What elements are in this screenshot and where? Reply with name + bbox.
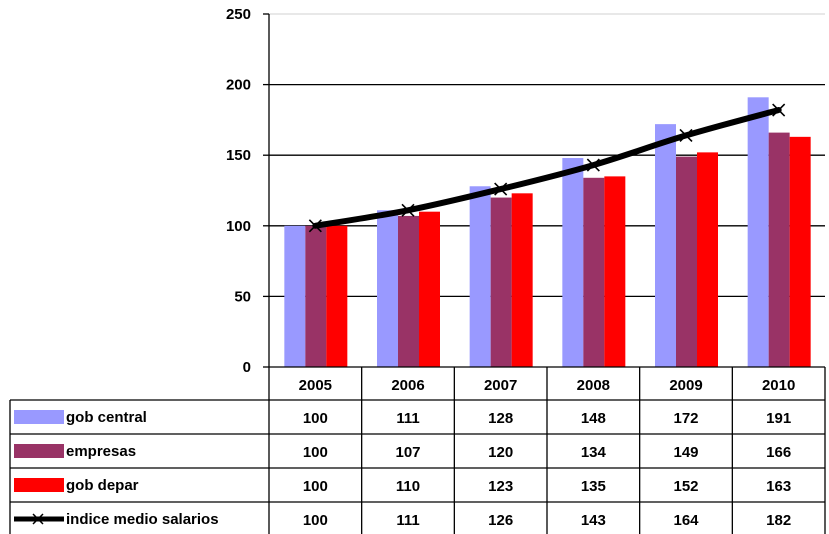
category-label-2008: 2008 (577, 377, 610, 394)
bar-empresas-2005 (305, 225, 327, 367)
bar-empresas-2007 (490, 197, 512, 367)
line-marker-2006 (401, 203, 415, 217)
table-value-indice-medio-salarios-2009: 164 (673, 512, 699, 529)
table-value-gob-depar-2010: 163 (766, 478, 791, 495)
legend-label-gob-depar: gob depar (66, 477, 139, 494)
legend-key-indice-medio-salarios (14, 513, 64, 525)
table-value-empresas-2008: 134 (581, 444, 607, 461)
marker-stroke (772, 103, 786, 117)
bar-empresas-2006 (398, 215, 419, 367)
category-label-2006: 2006 (391, 377, 424, 394)
line-marker-2008 (586, 158, 600, 172)
bar-gob-depar-2006 (419, 211, 440, 367)
table-value-empresas-2007: 120 (488, 444, 513, 461)
table-value-indice-medio-salarios-2006: 111 (396, 512, 419, 529)
table-value-indice-medio-salarios-2005: 100 (303, 512, 328, 529)
y-tick-label-250: 250 (226, 6, 251, 23)
category-label-2010: 2010 (762, 377, 795, 394)
y-tick-label-150: 150 (226, 147, 251, 164)
table-value-empresas-2006: 107 (395, 444, 420, 461)
category-label-2007: 2007 (484, 377, 517, 394)
bar-gob-central-2010 (747, 97, 769, 368)
table-value-empresas-2005: 100 (303, 444, 328, 461)
marker-stroke (586, 158, 600, 172)
line-marker-2009 (679, 128, 693, 142)
table-value-gob-central-2007: 128 (488, 410, 513, 427)
bar-gob-central-2006 (377, 210, 398, 367)
table-value-gob-depar-2005: 100 (303, 478, 328, 495)
bar-empresas-2009 (676, 156, 697, 367)
marker-stroke (494, 182, 508, 196)
y-tick-label-50: 50 (234, 288, 251, 305)
bar-gob-depar-2008 (604, 176, 626, 367)
table-value-gob-depar-2006: 110 (396, 478, 420, 495)
y-tick-label-100: 100 (226, 218, 251, 235)
table-value-gob-central-2010: 191 (766, 410, 791, 427)
bar-empresas-2008 (583, 177, 605, 367)
bar-gob-depar-2007 (511, 193, 533, 367)
legend-key-empresas (14, 444, 64, 458)
bar-gob-central-2007 (469, 186, 491, 367)
table-value-gob-depar-2007: 123 (488, 478, 513, 495)
category-label-2009: 2009 (669, 377, 702, 394)
bar-gob-depar-2005 (326, 225, 348, 367)
table-value-gob-central-2005: 100 (303, 410, 328, 427)
legend-label-empresas: empresas (66, 443, 136, 460)
table-value-gob-central-2008: 148 (581, 410, 606, 427)
table-value-indice-medio-salarios-2008: 143 (581, 512, 606, 529)
table-value-gob-depar-2009: 152 (673, 478, 698, 495)
legend-label-indice-medio-salarios: indice medio salarios (66, 511, 219, 528)
marker-stroke (401, 203, 415, 217)
table-value-empresas-2009: 149 (673, 444, 698, 461)
legend-key-gob-central (14, 410, 64, 424)
bar-gob-central-2008 (562, 158, 584, 367)
table-value-gob-central-2006: 111 (396, 410, 419, 427)
bar-gob-central-2009 (655, 124, 676, 367)
line-marker-2010 (772, 103, 786, 117)
table-value-empresas-2010: 166 (766, 444, 791, 461)
marker-stroke (679, 128, 693, 142)
category-label-2005: 2005 (299, 377, 332, 394)
bar-gob-depar-2010 (789, 136, 811, 367)
y-tick-label-200: 200 (226, 77, 251, 94)
marker-stroke (308, 219, 322, 233)
series-line-indice-medio-salarios (312, 107, 782, 229)
table-value-gob-central-2009: 172 (673, 410, 698, 427)
line-marker-2005 (308, 219, 322, 233)
table-value-indice-medio-salarios-2007: 126 (488, 512, 513, 529)
y-tick-label-0: 0 (243, 359, 251, 376)
line-marker-2007 (494, 182, 508, 196)
table-value-indice-medio-salarios-2010: 182 (766, 512, 791, 529)
table-value-gob-depar-2008: 135 (581, 478, 606, 495)
bar-gob-depar-2009 (697, 152, 718, 367)
legend-key-gob-depar (14, 478, 64, 492)
legend-label-gob-central: gob central (66, 409, 147, 426)
bar-empresas-2010 (768, 132, 790, 367)
legend-marker (32, 513, 44, 525)
bar-gob-central-2005 (284, 225, 306, 367)
